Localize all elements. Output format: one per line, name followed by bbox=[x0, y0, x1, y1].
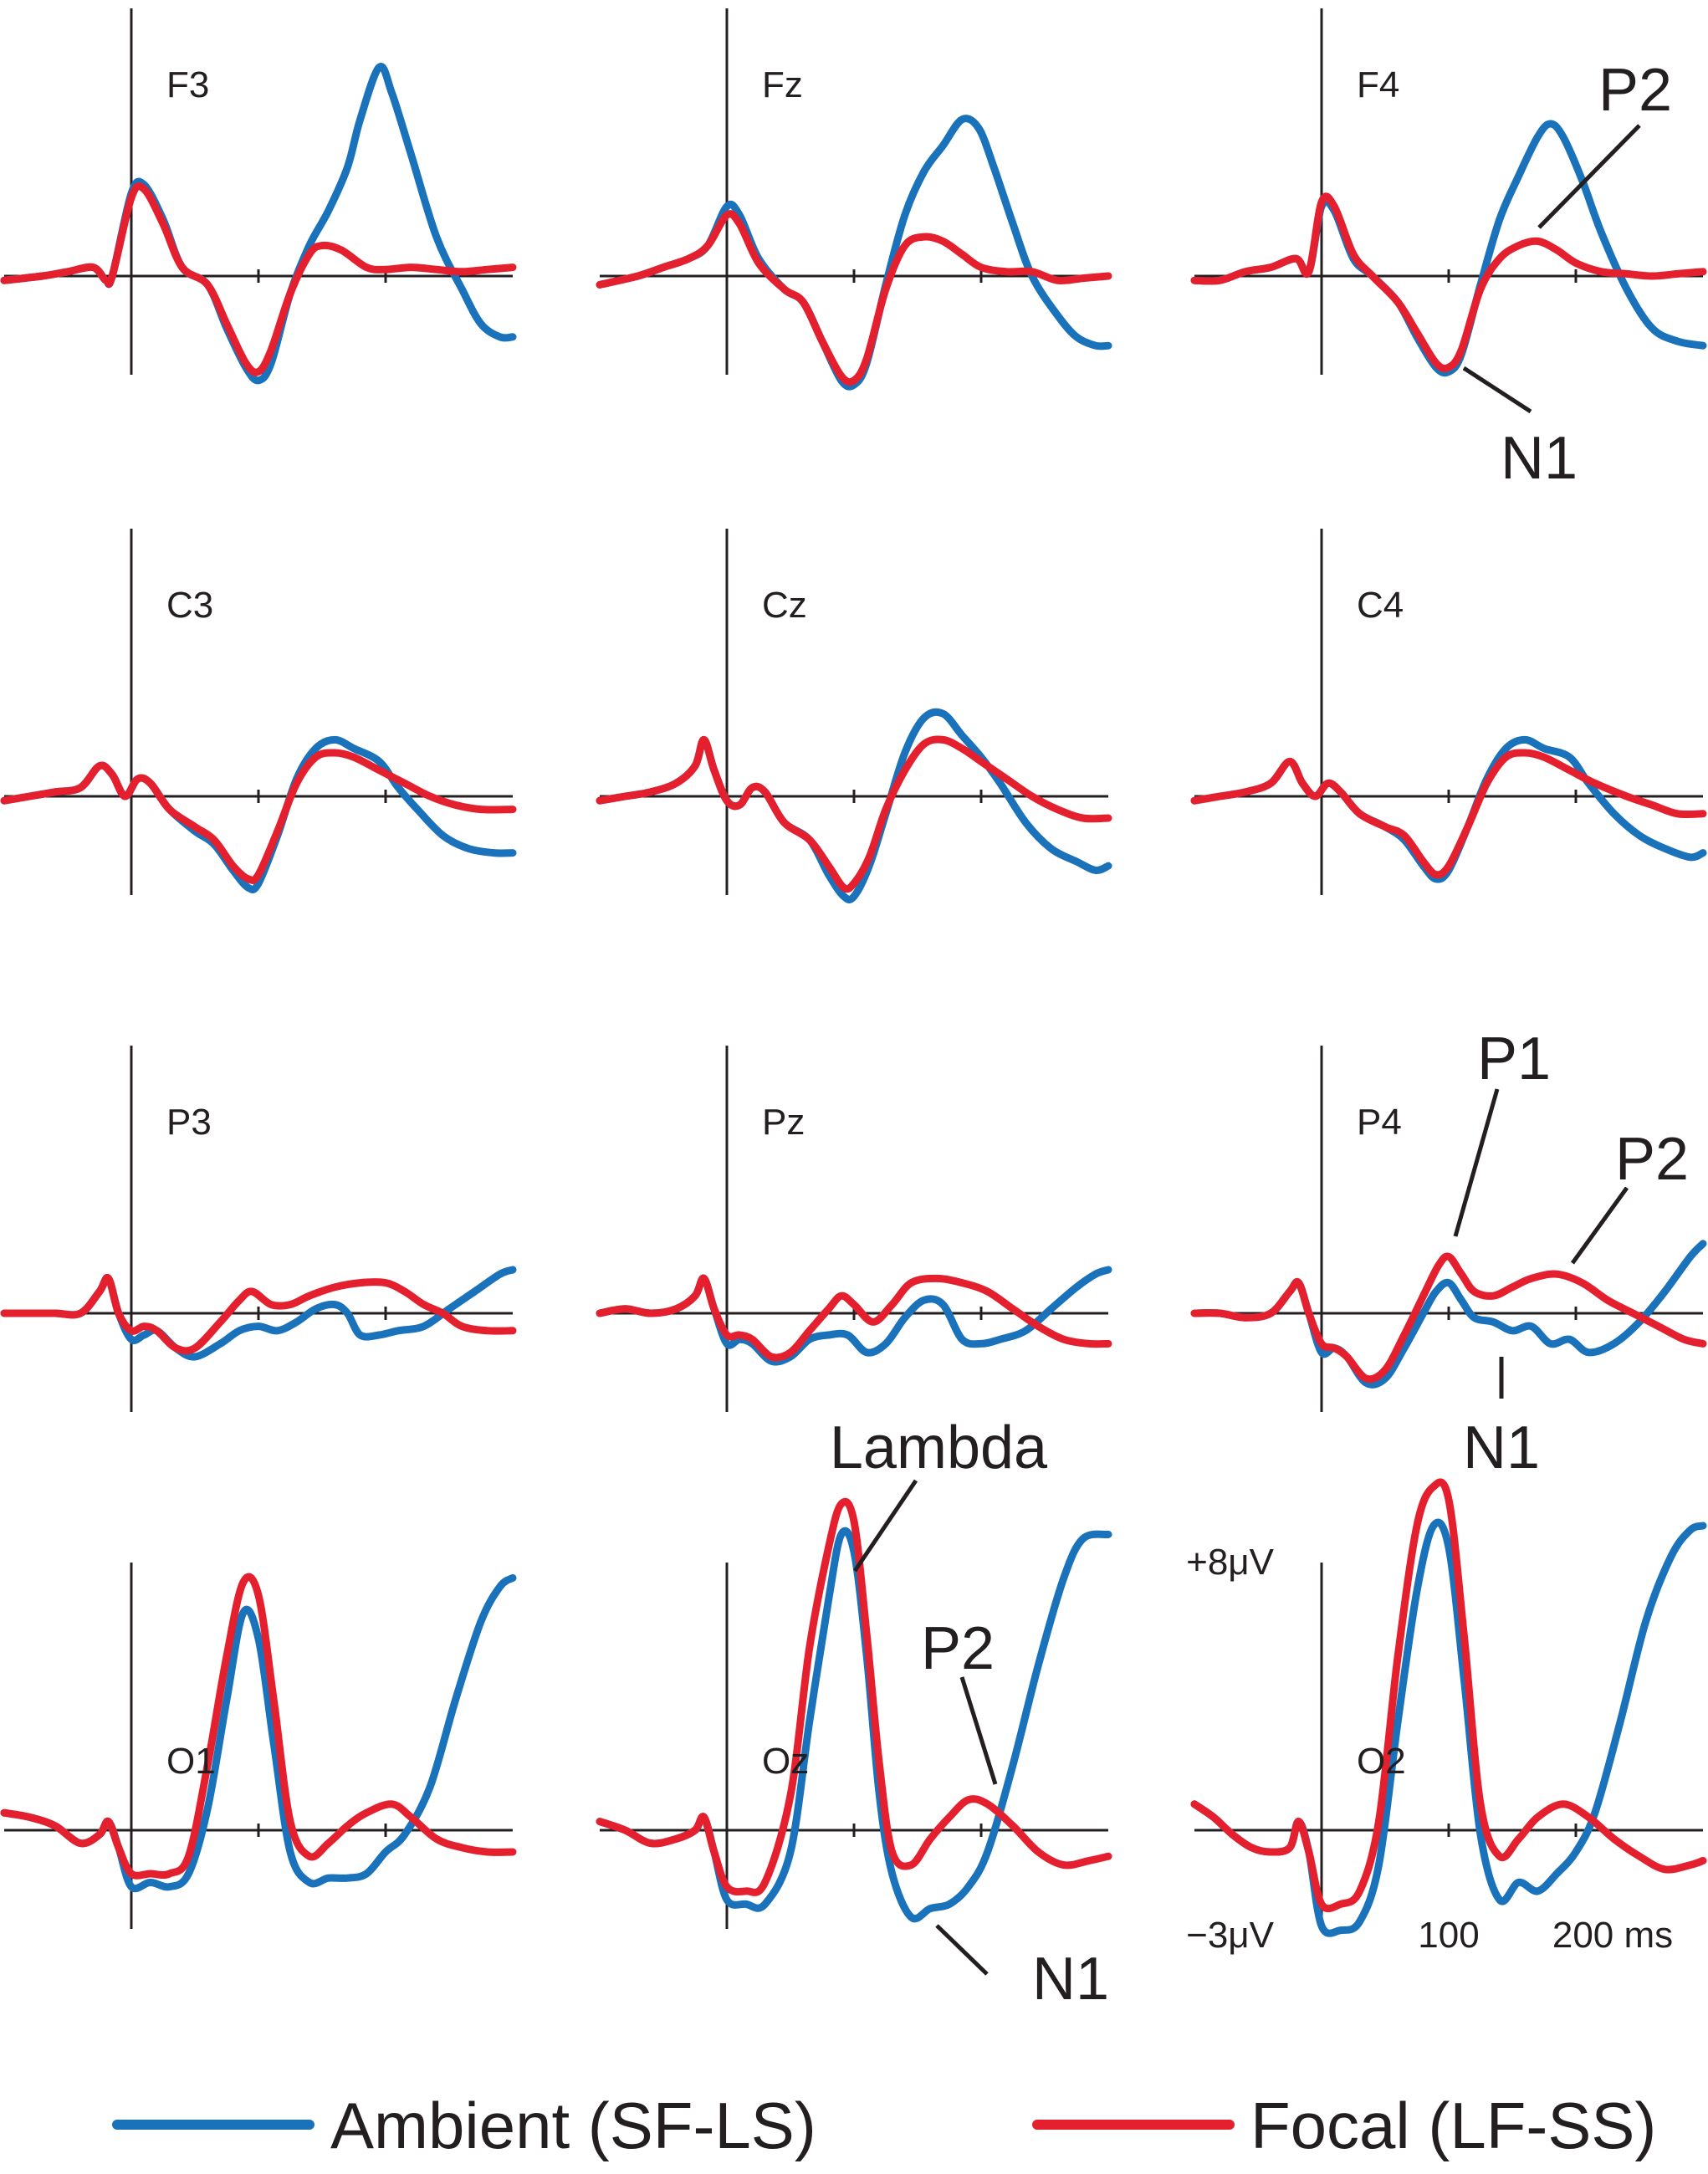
oz-ambient-trace bbox=[596, 1527, 1112, 1923]
f4-p2-leader bbox=[1537, 124, 1641, 229]
legend-ambient-label: Ambient (SF-LS) bbox=[330, 2089, 816, 2162]
x-tick-100-label: 100 bbox=[1418, 1915, 1479, 1956]
legend-focal-label: Focal (LF-SS) bbox=[1250, 2089, 1656, 2162]
panel-p4: P4 bbox=[1190, 1046, 1707, 1412]
panel-cz: Cz bbox=[596, 529, 1112, 903]
c3-focal-trace bbox=[0, 749, 517, 884]
cz-ambient-trace bbox=[596, 708, 1112, 903]
p4-p2-label: P2 bbox=[1615, 1126, 1689, 1193]
f4-p2-label: P2 bbox=[1598, 57, 1672, 124]
oz-focal-trace bbox=[596, 1497, 1112, 1896]
oz-lambda-label: Lambda bbox=[830, 1414, 1048, 1481]
oz-p2-leader bbox=[959, 1676, 998, 1785]
f3-electrode-label: F3 bbox=[166, 64, 209, 105]
f4-focal-trace bbox=[1190, 192, 1707, 373]
panel-f4: F4 bbox=[1190, 8, 1707, 377]
p3-focal-trace bbox=[0, 1274, 517, 1355]
y-scale-top-label: +8μV bbox=[1186, 1542, 1275, 1583]
oz-electrode-label: Oz bbox=[762, 1741, 809, 1782]
o2-electrode-label: O2 bbox=[1357, 1741, 1406, 1782]
panel-c3: C3 bbox=[0, 529, 517, 895]
c4-focal-trace bbox=[1190, 749, 1707, 879]
p4-electrode-label: P4 bbox=[1357, 1102, 1402, 1143]
f4-n1-leader bbox=[1462, 366, 1532, 414]
pz-electrode-label: Pz bbox=[762, 1102, 805, 1143]
p4-n1-label: N1 bbox=[1463, 1414, 1540, 1481]
c4-ambient-trace bbox=[1190, 735, 1707, 883]
y-scale-bottom-label: −3μV bbox=[1186, 1915, 1275, 1956]
panel-f3: F3 bbox=[0, 8, 517, 385]
o2-ambient-trace bbox=[1190, 1518, 1707, 1937]
peak-annotations: P2 N1 P1 P2 N1 Lambda P2 N1 bbox=[830, 57, 1689, 2013]
scale-labels: +8μV −3μV 100 200 ms bbox=[1186, 1542, 1673, 1956]
f3-ambient-trace bbox=[0, 63, 517, 385]
p4-p2-leader bbox=[1570, 1186, 1629, 1265]
oz-n1-leader bbox=[935, 1924, 989, 1976]
fz-ambient-trace bbox=[596, 115, 1112, 391]
cz-electrode-label: Cz bbox=[762, 585, 807, 626]
f4-ambient-trace bbox=[1190, 120, 1707, 377]
oz-lambda-leader bbox=[852, 1479, 918, 1573]
panel-o1: O1 bbox=[0, 1563, 517, 1929]
p3-electrode-label: P3 bbox=[166, 1102, 212, 1143]
erp-panel-grid: F3 Fz F4 C3 Cz C4 P3 Pz P4 O1 Oz O2 bbox=[0, 8, 1707, 1937]
f3-focal-trace bbox=[0, 182, 517, 376]
cz-focal-trace bbox=[596, 735, 1112, 893]
panel-o2: O2 bbox=[1190, 1478, 1707, 1937]
panel-fz: Fz bbox=[596, 8, 1112, 391]
panel-c4: C4 bbox=[1190, 529, 1707, 895]
fz-electrode-label: Fz bbox=[762, 64, 803, 105]
f4-n1-label: N1 bbox=[1501, 425, 1578, 492]
p4-p1-label: P1 bbox=[1477, 1026, 1551, 1092]
panel-pz: Pz bbox=[596, 1046, 1112, 1412]
p4-focal-trace bbox=[1190, 1252, 1707, 1384]
panel-p3: P3 bbox=[0, 1046, 517, 1412]
panel-oz: Oz bbox=[596, 1497, 1112, 1929]
f4-electrode-label: F4 bbox=[1357, 64, 1399, 105]
o1-focal-trace bbox=[0, 1573, 517, 1880]
c3-electrode-label: C3 bbox=[166, 585, 213, 626]
x-tick-200-label: 200 ms bbox=[1552, 1915, 1673, 1956]
o2-focal-trace bbox=[1190, 1478, 1707, 1913]
o1-electrode-label: O1 bbox=[166, 1741, 216, 1782]
pz-focal-trace bbox=[596, 1274, 1112, 1362]
legend: Ambient (SF-LS) Focal (LF-SS) bbox=[112, 2089, 1656, 2162]
fz-focal-trace bbox=[596, 210, 1112, 386]
p4-p1-leader bbox=[1453, 1088, 1500, 1237]
oz-p2-label: P2 bbox=[921, 1615, 995, 1682]
c4-electrode-label: C4 bbox=[1357, 585, 1404, 626]
oz-n1-label: N1 bbox=[1032, 1946, 1109, 2013]
